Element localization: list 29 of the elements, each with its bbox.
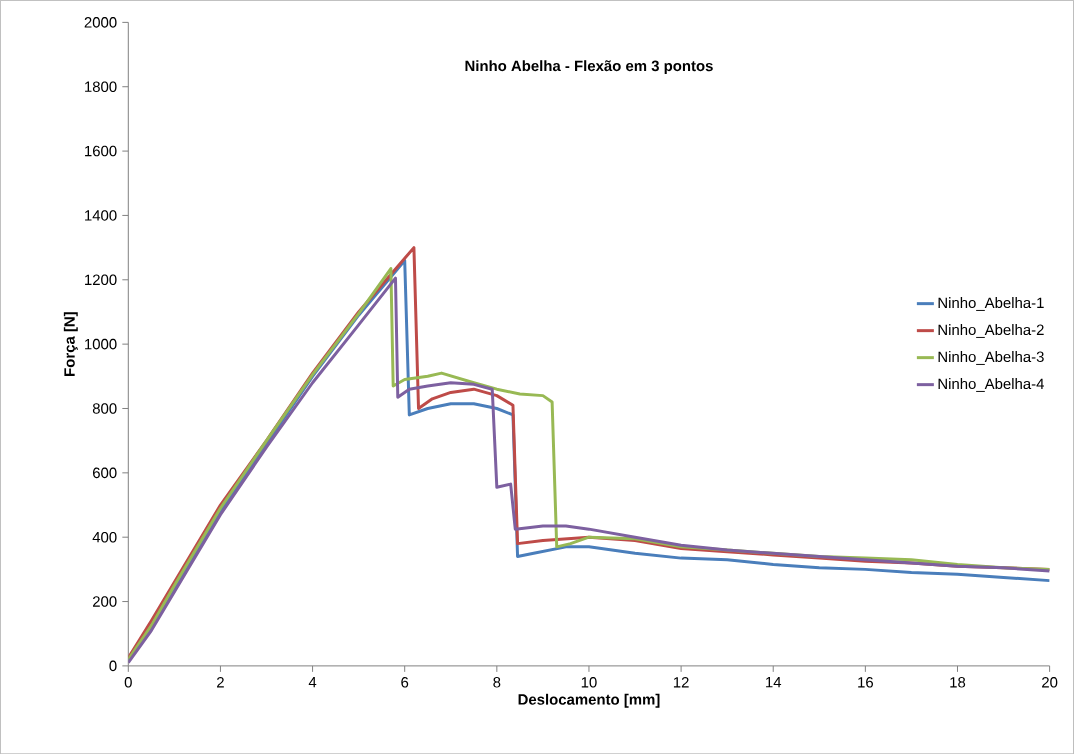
legend-label: Ninho_Abelha-4 xyxy=(938,378,1044,392)
y-tick-label: 2000 xyxy=(84,16,117,28)
x-tick-label: 8 xyxy=(493,676,501,688)
y-tick-label: 400 xyxy=(92,531,117,543)
x-tick-label: 4 xyxy=(308,676,317,688)
y-tick-label: 800 xyxy=(92,403,117,414)
legend-label: Ninho_Abelha-3 xyxy=(938,351,1044,365)
y-tick-label: 1800 xyxy=(85,81,117,92)
y-axis-title: Força [N] xyxy=(63,312,78,376)
y-tick-label: 200 xyxy=(92,596,117,607)
x-axis-title: Deslocamento [mm] xyxy=(518,693,660,708)
y-tick-label: 1400 xyxy=(85,210,117,221)
text: Ninho Abelha - Flexão em 3 pontos xyxy=(465,60,713,74)
y-tick-label: 600 xyxy=(93,467,117,479)
x-tick-label: 6 xyxy=(401,676,409,688)
x-tick-label: 12 xyxy=(673,676,689,688)
x-tick-label: 20 xyxy=(1042,676,1058,688)
legend-label: Ninho_Abelha-1 xyxy=(938,297,1044,311)
y-tick-label: 0 xyxy=(109,660,117,672)
y-tick-label: 1200 xyxy=(85,274,117,285)
y-tick-label: 1000 xyxy=(85,338,117,350)
legend-label: Ninho_Abelha-2 xyxy=(938,324,1044,338)
x-tick-label: 10 xyxy=(581,676,597,688)
x-tick-label: 14 xyxy=(766,676,782,688)
x-tick-label: 16 xyxy=(858,676,874,688)
y-tick-label: 1600 xyxy=(85,145,117,157)
x-tick-label: 2 xyxy=(217,676,224,688)
x-tick-label: 18 xyxy=(950,676,966,688)
x-tick-label: 0 xyxy=(124,676,132,688)
